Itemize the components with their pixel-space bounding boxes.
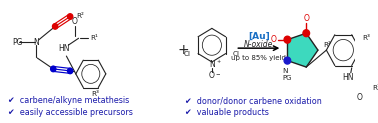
Text: N: N bbox=[209, 61, 215, 69]
Circle shape bbox=[284, 57, 291, 64]
Text: ✔  donor/donor carbene oxidation: ✔ donor/donor carbene oxidation bbox=[185, 96, 322, 105]
Text: +: + bbox=[217, 60, 221, 64]
Text: R³: R³ bbox=[362, 35, 370, 41]
Text: N: N bbox=[34, 38, 39, 47]
Circle shape bbox=[53, 24, 58, 29]
Text: N: N bbox=[282, 69, 287, 74]
Text: R³: R³ bbox=[91, 91, 99, 97]
Text: O: O bbox=[356, 93, 362, 102]
Text: HN: HN bbox=[58, 44, 69, 53]
Text: Cl: Cl bbox=[184, 51, 191, 57]
Circle shape bbox=[284, 36, 291, 43]
Text: N-oxide: N-oxide bbox=[244, 40, 274, 49]
Text: R²: R² bbox=[324, 42, 332, 48]
Text: O: O bbox=[303, 14, 309, 23]
Circle shape bbox=[51, 66, 56, 72]
Text: O: O bbox=[72, 17, 78, 26]
Text: PG: PG bbox=[12, 38, 22, 47]
Text: −: − bbox=[215, 71, 220, 76]
Text: O: O bbox=[209, 71, 215, 80]
Circle shape bbox=[68, 68, 73, 74]
Text: [Au]: [Au] bbox=[248, 32, 270, 41]
Polygon shape bbox=[287, 33, 318, 67]
Text: Cl: Cl bbox=[232, 51, 239, 57]
Text: +: + bbox=[178, 43, 189, 57]
Text: ✔  valuable products: ✔ valuable products bbox=[185, 108, 269, 117]
Circle shape bbox=[68, 14, 73, 19]
Text: R²: R² bbox=[76, 13, 84, 19]
Text: PG: PG bbox=[283, 75, 292, 81]
Text: R¹: R¹ bbox=[372, 85, 378, 91]
Text: R¹: R¹ bbox=[90, 35, 98, 41]
Text: up to 85% yield: up to 85% yield bbox=[231, 55, 286, 61]
Text: O: O bbox=[270, 35, 276, 44]
Circle shape bbox=[303, 30, 310, 37]
Text: HN: HN bbox=[342, 73, 354, 82]
Text: ✔  carbene/alkyne metathesis: ✔ carbene/alkyne metathesis bbox=[8, 96, 129, 105]
Text: ✔  easily accessible precursors: ✔ easily accessible precursors bbox=[8, 108, 133, 117]
